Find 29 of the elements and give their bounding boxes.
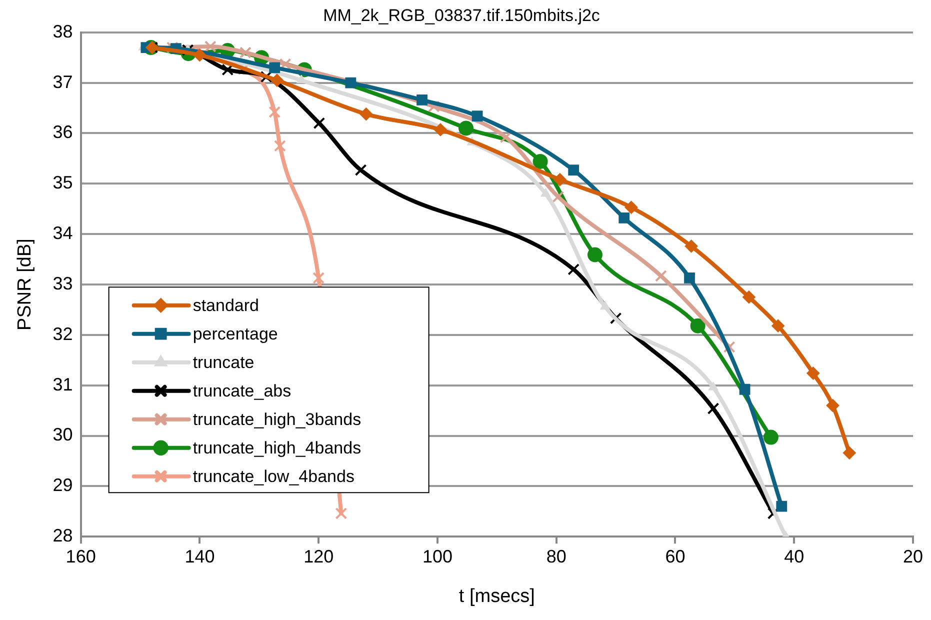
- y-axis-title: PSNR [dB]: [14, 238, 36, 330]
- legend-label: truncate_high_3bands: [192, 410, 362, 430]
- legend-label: standard: [192, 296, 259, 316]
- y-tick-label: 34: [52, 223, 73, 244]
- legend-label: truncate_abs: [192, 382, 292, 401]
- x-tick-label: 120: [304, 546, 334, 566]
- legend-label: truncate_high_4bands: [192, 438, 362, 458]
- y-tick-label: 28: [52, 526, 73, 546]
- y-tick-label: 29: [52, 475, 73, 496]
- chart-title: MM_2k_RGB_03837.tif.150mbits.j2c: [323, 6, 600, 25]
- legend-label: truncate_low_4bands: [192, 467, 354, 486]
- y-tick-label: 36: [52, 122, 73, 142]
- x-tick-label: 160: [66, 546, 96, 566]
- x-tick-label: 80: [546, 546, 566, 566]
- y-tick-label: 33: [52, 273, 73, 294]
- x-tick-label: 100: [422, 546, 452, 566]
- y-tick-label: 31: [52, 374, 73, 394]
- legend-label: truncate: [192, 353, 254, 372]
- x-tick-label: 20: [902, 546, 924, 566]
- y-tick-label: 32: [52, 324, 73, 344]
- y-tick-label: 35: [52, 172, 73, 193]
- legend-label: percentage: [192, 324, 278, 344]
- x-axis-title: t [msecs]: [458, 586, 535, 607]
- x-tick-label: 40: [784, 546, 804, 566]
- x-tick-label: 140: [184, 546, 215, 566]
- x-tick-label: 60: [665, 546, 686, 566]
- y-tick-label: 37: [52, 72, 73, 92]
- y-tick-label: 38: [52, 21, 73, 42]
- y-tick-label: 30: [52, 424, 73, 445]
